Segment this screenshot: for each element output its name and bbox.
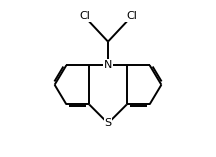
Text: N: N [104, 60, 112, 70]
Text: Cl: Cl [126, 11, 137, 22]
Text: Cl: Cl [79, 11, 90, 22]
Text: S: S [105, 118, 111, 128]
